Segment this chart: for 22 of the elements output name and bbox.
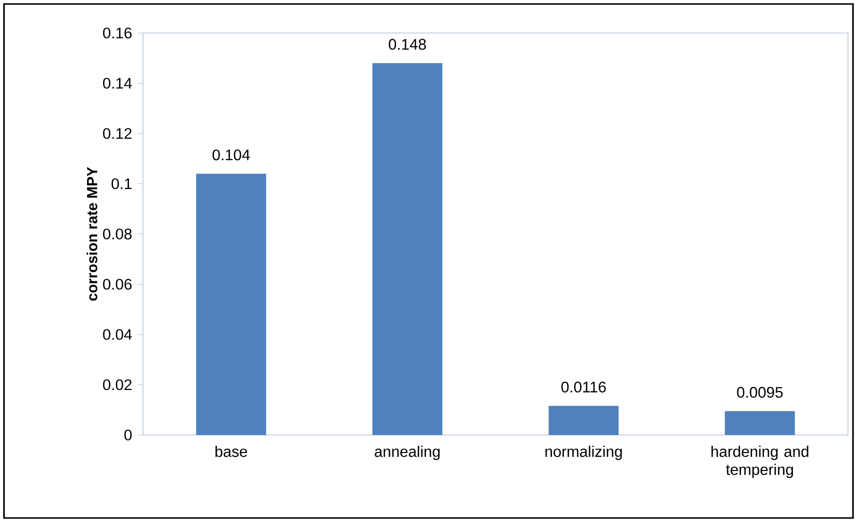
x-tick-label: hardening and tempering	[711, 446, 808, 478]
y-tick-label: 0.16	[103, 28, 132, 38]
bar	[548, 406, 619, 435]
x-tick-label: normalizing	[545, 446, 622, 460]
x-tick-label: annealing	[374, 446, 440, 460]
y-axis-title: corrosion rate MPY	[86, 167, 98, 301]
y-tick-label: 0.06	[103, 278, 132, 290]
bar	[372, 63, 442, 435]
y-tick-label: 0.1	[112, 178, 132, 190]
y-tick-label: 0.02	[103, 379, 132, 390]
bar	[724, 411, 795, 435]
data-label: 0.0095	[737, 386, 783, 398]
y-tick-label: 0.08	[103, 228, 132, 240]
bar	[196, 174, 266, 435]
data-label: 0.104	[212, 149, 250, 160]
data-label: 0.148	[388, 38, 426, 50]
y-tick-label: 0.14	[103, 78, 132, 89]
data-label: 0.0116	[561, 382, 606, 392]
x-tick-label: base	[215, 446, 248, 457]
y-tick-label: 0	[124, 430, 132, 440]
y-tick-label: 0.04	[103, 329, 132, 340]
y-tick-label: 0.12	[103, 128, 132, 139]
